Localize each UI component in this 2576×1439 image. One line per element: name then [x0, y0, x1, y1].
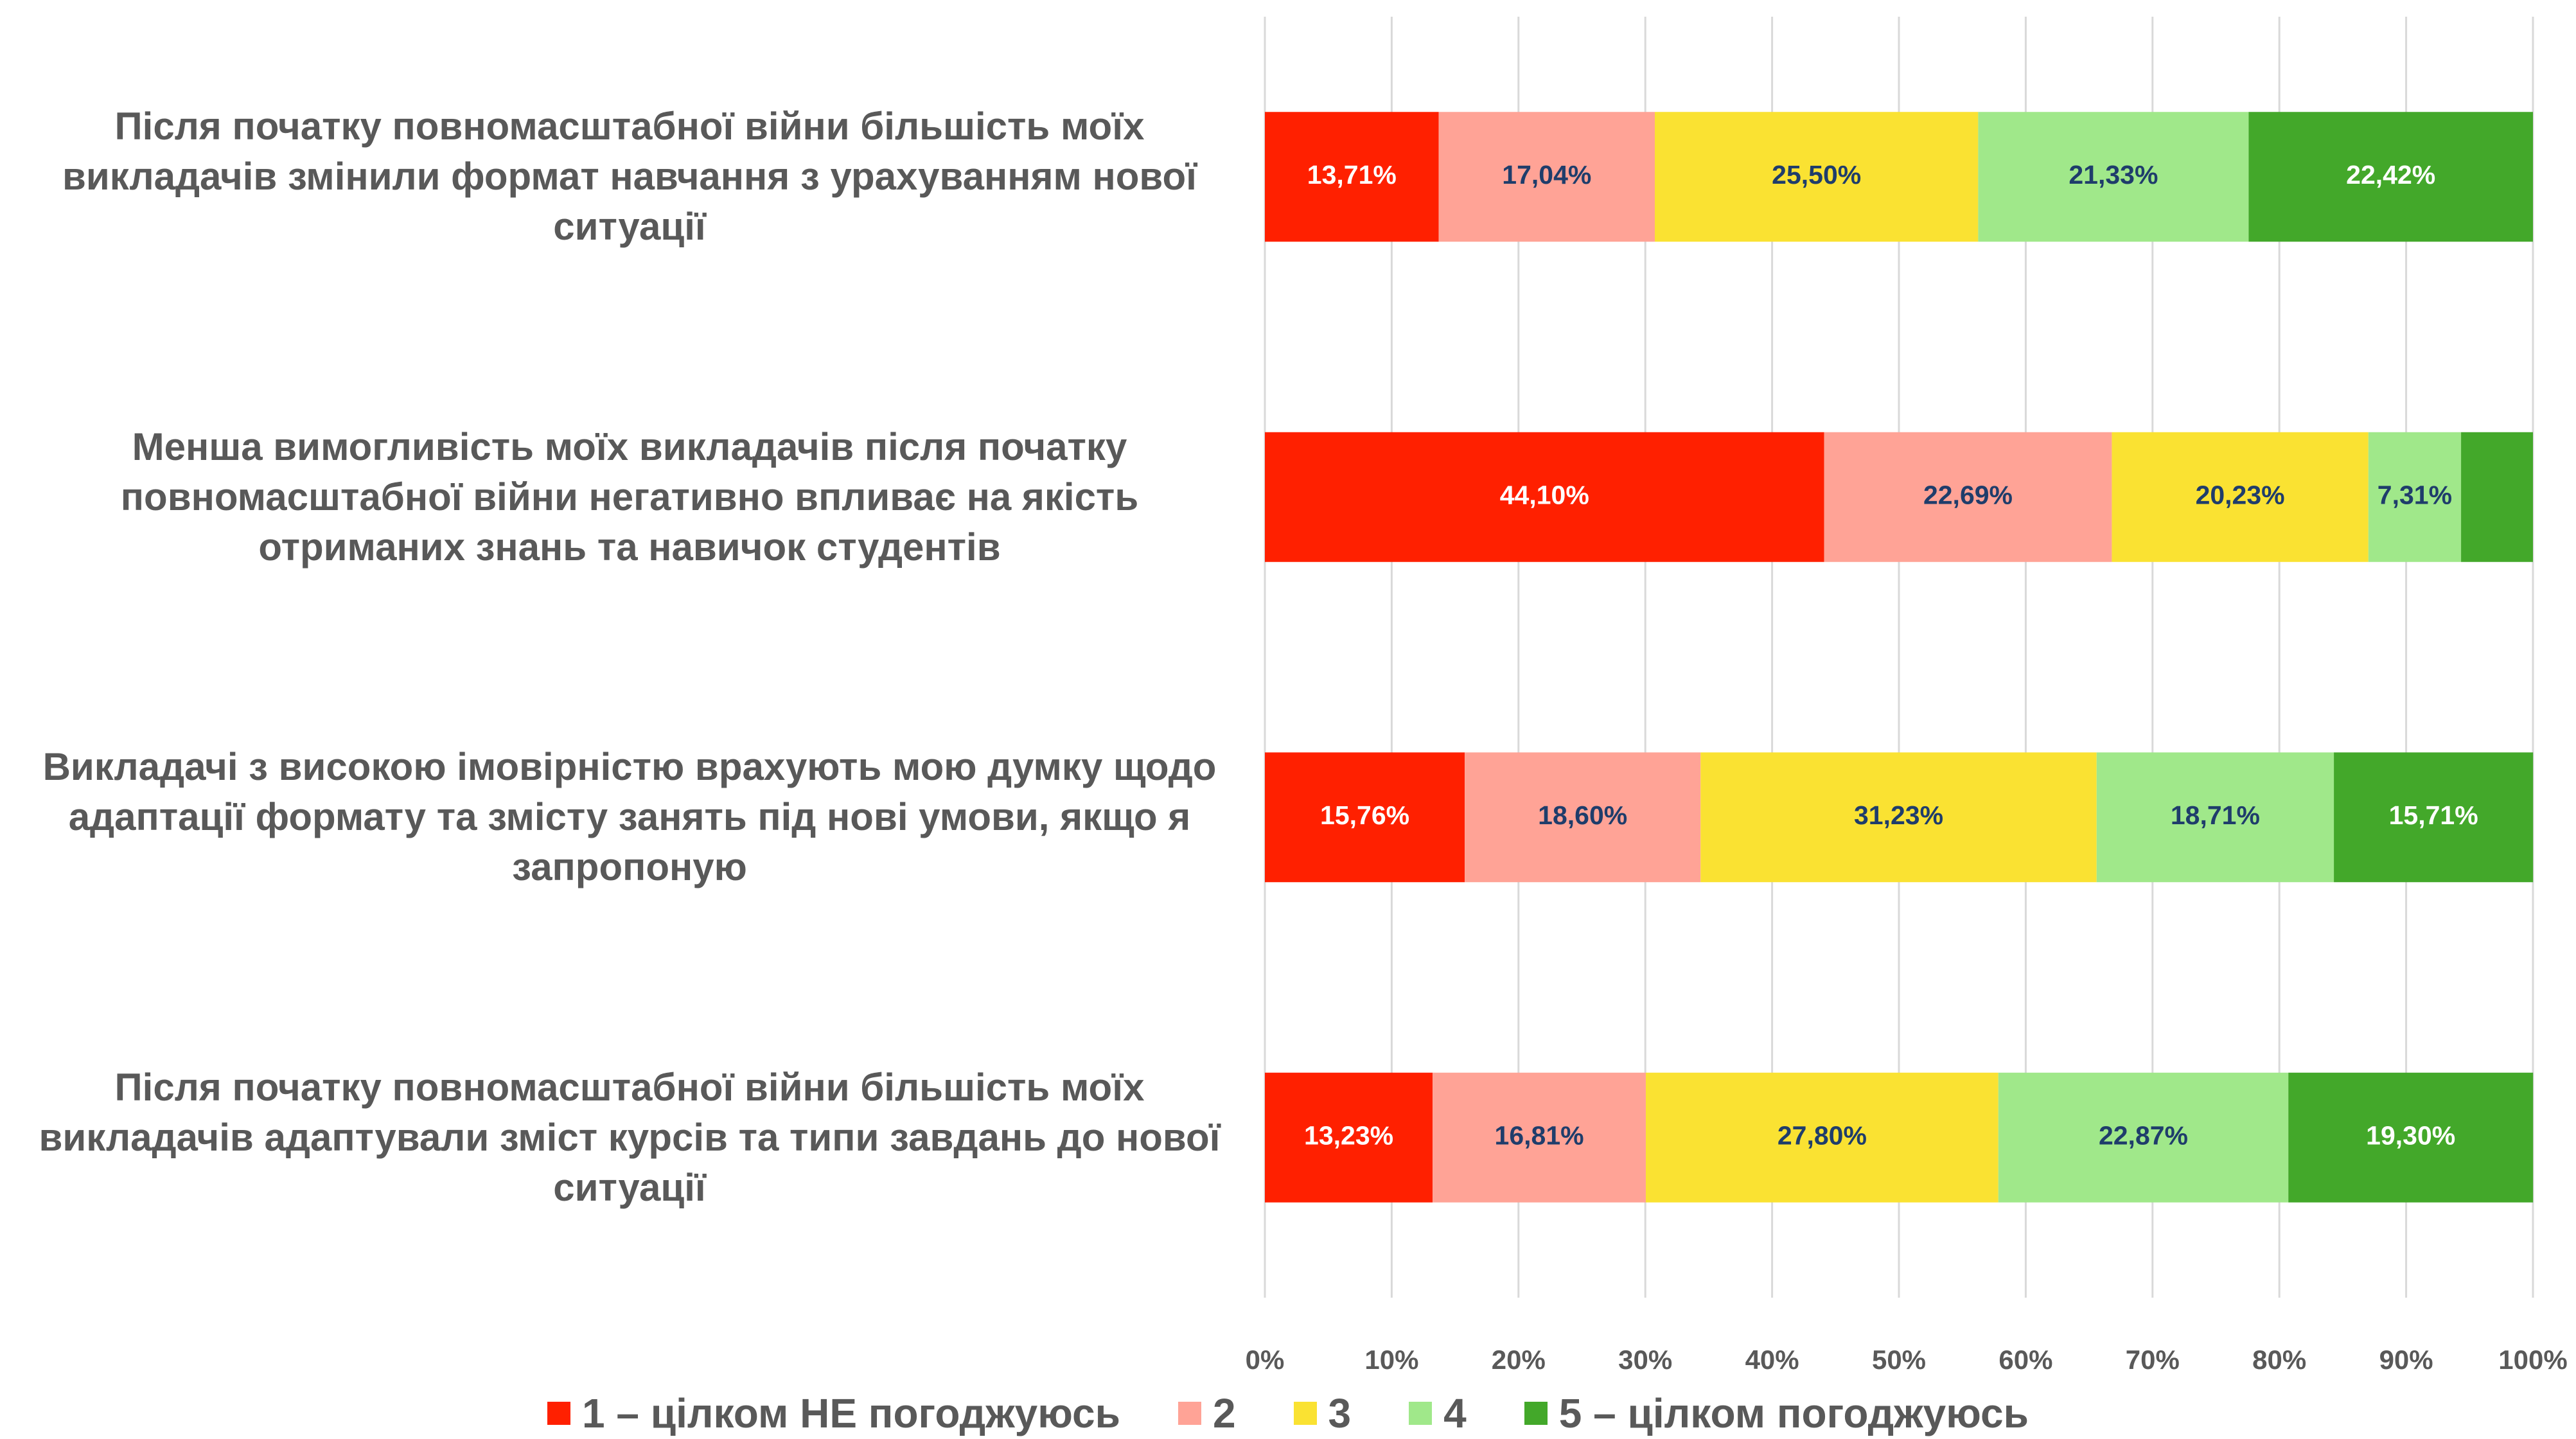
bar-segment [1265, 432, 1824, 562]
data-label: 21,33% [2069, 160, 2158, 190]
bar-segment [2096, 752, 2334, 883]
legend-swatch [1409, 1402, 1433, 1425]
legend-label: 3 [1328, 1390, 1352, 1436]
legend-item: 4 [1409, 1390, 1467, 1437]
x-tick-label: 30% [1618, 1345, 1672, 1375]
bar-segment [2368, 432, 2462, 562]
bar-segment [1645, 1072, 1998, 1203]
legend-item: 3 [1293, 1390, 1352, 1437]
legend-label: 1 – цілком НЕ погоджуюсь [582, 1390, 1120, 1436]
category-label: Після початку повномасштабної війни біль… [62, 105, 1197, 249]
legend-item: 2 [1178, 1390, 1236, 1437]
data-label: 7,31% [2378, 481, 2452, 510]
bar-segment [1655, 112, 1979, 242]
legend-item: 5 – цілком погоджуюсь [1524, 1390, 2029, 1437]
x-tick-label: 10% [1364, 1345, 1418, 1375]
data-label: 16,81% [1495, 1121, 1584, 1151]
data-label: 15,76% [1320, 800, 1409, 830]
data-label: 31,23% [1854, 800, 1943, 830]
data-label: 13,23% [1304, 1121, 1393, 1151]
x-tick-label: 80% [2252, 1345, 2306, 1375]
x-tick-label: 50% [1872, 1345, 1926, 1375]
data-label: 25,50% [1772, 160, 1861, 190]
data-label: 18,60% [1538, 800, 1627, 830]
legend-label: 2 [1212, 1390, 1236, 1436]
data-label: 27,80% [1778, 1121, 1867, 1151]
category-label: Викладачі з високою імовірністю врахують… [42, 745, 1217, 889]
bar-segment [2288, 1072, 2534, 1203]
data-label: 17,04% [1502, 160, 1591, 190]
bar-segment [2334, 752, 2534, 883]
data-label: 18,71% [2171, 800, 2260, 830]
data-label: 22,69% [1923, 481, 2013, 510]
legend: 1 – цілком НЕ погоджуюсь 2 3 4 5 – цілком по… [0, 1388, 2576, 1439]
legend-swatch [547, 1402, 571, 1425]
x-tick-label: 60% [1998, 1345, 2052, 1375]
x-tick-label: 0% [1246, 1345, 1285, 1375]
data-label: 13,71% [1307, 160, 1397, 190]
bar-segment [1824, 432, 2112, 562]
data-label: 20,23% [2196, 481, 2285, 510]
legend-item: 1 – цілком НЕ погоджуюсь [547, 1390, 1120, 1437]
x-tick-label: 20% [1492, 1345, 1546, 1375]
x-tick-label: 40% [1745, 1345, 1799, 1375]
bar-segment [2461, 432, 2533, 562]
legend-swatch [1178, 1402, 1201, 1425]
bar-segment [1433, 1072, 1646, 1203]
category-label: Менша вимогливість моїх викладачів після… [120, 425, 1139, 569]
x-tick-label: 70% [2126, 1345, 2180, 1375]
chart: 0% 10% 20% 30% 40% 50% 60% 70% 80% 90% 100% 13,71% 1… [1246, 17, 2568, 1375]
data-label: 22,87% [2099, 1121, 2188, 1151]
legend-label: 4 [1443, 1390, 1467, 1436]
legend-swatch [1293, 1402, 1317, 1425]
data-label: 19,30% [2366, 1121, 2455, 1151]
bar-segment [2248, 112, 2533, 242]
x-tick-label: 90% [2379, 1345, 2433, 1375]
category-label: Після початку повномасштабної війни біль… [39, 1065, 1221, 1209]
data-label: 22,42% [2346, 160, 2435, 190]
legend-label: 5 – цілком погоджуюсь [1558, 1390, 2029, 1436]
x-tick-label: 100% [2498, 1345, 2567, 1375]
bar-segment [1978, 112, 2249, 242]
bar-segment [1265, 1072, 1433, 1203]
bar-segment [1265, 752, 1465, 883]
bar-segment [1998, 1072, 2289, 1203]
bar-segment [1438, 112, 1655, 242]
bar-segment [2112, 432, 2369, 562]
bar-segment [1265, 112, 1439, 242]
bar-segment [1465, 752, 1701, 883]
bar-segment [1700, 752, 2097, 883]
data-label: 15,71% [2389, 800, 2478, 830]
legend-swatch [1524, 1402, 1548, 1425]
data-label: 44,10% [1500, 481, 1589, 510]
